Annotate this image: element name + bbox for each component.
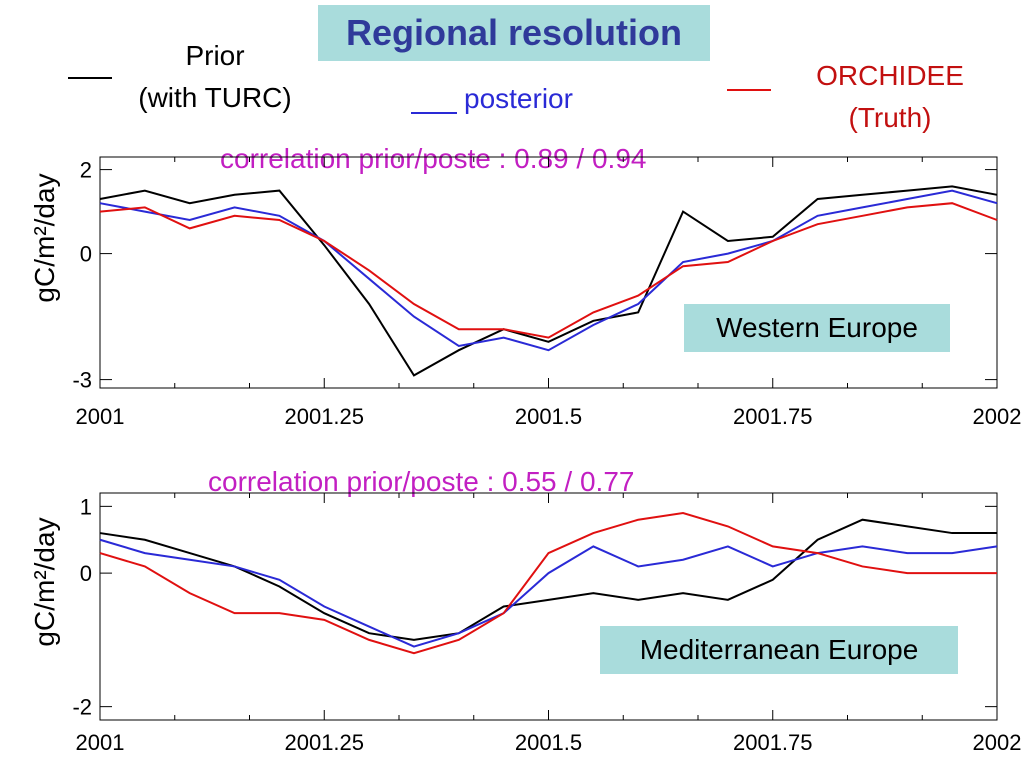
legend-truth-label-1: ORCHIDEE — [816, 60, 964, 91]
series-line-1-1 — [99, 538, 998, 648]
x-tick-label-0-0: 2001 — [76, 404, 125, 429]
legend-posterior-line — [411, 112, 457, 114]
region-label-western-europe: Western Europe — [684, 304, 950, 352]
y-tick-label-0-0: 2 — [80, 158, 92, 183]
series-line-1-0 — [99, 518, 997, 641]
y-tick-label-1-1: 0 — [80, 561, 92, 586]
legend-prior-label-2: (with TURC) — [138, 82, 292, 113]
legend-prior-label-1: Prior — [185, 40, 245, 71]
legend-posterior-label: posterior — [464, 83, 573, 114]
plot-frame-1 — [99, 492, 998, 721]
x-tick-label-1-4: 2002 — [973, 730, 1022, 755]
legend-truth-line — [727, 89, 771, 91]
x-tick-label-0-1: 2001.25 — [284, 404, 364, 429]
y-tick-label-1-0: 1 — [80, 494, 92, 519]
y-tick-label-1-2: -2 — [72, 695, 92, 720]
legend-truth-label-2: (Truth) — [848, 102, 932, 133]
region-label-mediterranean-europe-text: Mediterranean Europe — [639, 634, 919, 665]
y-tick-label-0-2: -3 — [72, 368, 92, 393]
chart-title-box: Regional resolution — [318, 5, 710, 61]
x-tick-label-0-4: 2002 — [973, 404, 1022, 429]
x-tick-label-1-0: 2001 — [76, 730, 125, 755]
correlation-annotation-bottom: correlation prior/poste : 0.55 / 0.77 — [208, 466, 635, 497]
x-tick-label-1-1: 2001.25 — [284, 730, 364, 755]
correlation-annotation-top: correlation prior/poste : 0.89 / 0.94 — [220, 143, 647, 174]
x-tick-label-0-2: 2001.5 — [515, 404, 582, 429]
series-line-0-1 — [99, 189, 998, 352]
x-tick-label-0-3: 2001.75 — [733, 404, 813, 429]
chart-title: Regional resolution — [345, 12, 683, 53]
y-tick-label-0-1: 0 — [80, 242, 92, 267]
legend-prior-line — [68, 77, 112, 79]
region-label-western-europe-text: Western Europe — [716, 312, 918, 343]
plot-frame-0 — [99, 156, 998, 389]
series-line-0-0 — [99, 185, 998, 377]
series-line-1-2 — [99, 512, 997, 655]
region-label-mediterranean-europe: Mediterranean Europe — [600, 626, 958, 674]
x-tick-label-1-3: 2001.75 — [733, 730, 813, 755]
series-line-0-2 — [99, 202, 998, 339]
x-tick-label-1-2: 2001.5 — [515, 730, 582, 755]
